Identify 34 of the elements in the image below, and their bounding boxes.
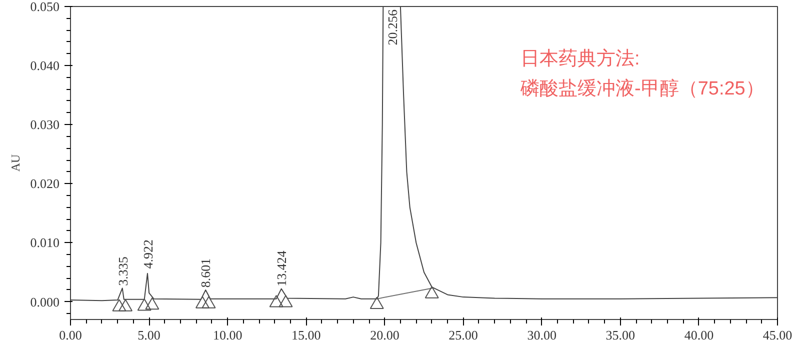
y-tick-label: 0.020 xyxy=(30,176,60,192)
y-tick-label: 0.050 xyxy=(30,0,60,14)
point xyxy=(137,298,152,311)
y-tick-label: 0.000 xyxy=(30,294,60,310)
x-tick-label: 35.00 xyxy=(606,328,636,342)
x-tick-label: 40.00 xyxy=(684,328,714,342)
x-tick-label: 45.00 xyxy=(762,328,792,342)
x-tick-label: 10.00 xyxy=(212,328,242,342)
point xyxy=(195,296,210,308)
x-tick-label: 25.00 xyxy=(448,328,478,342)
y-tick-label: 0.040 xyxy=(30,58,60,74)
annotation: 13.424 xyxy=(274,250,289,286)
x-tick-label: 30.00 xyxy=(527,328,556,342)
point xyxy=(370,296,384,309)
point xyxy=(112,299,126,312)
annotation: 4.922 xyxy=(140,239,156,269)
point xyxy=(145,297,160,310)
y-tick-label: 0.030 xyxy=(30,117,60,132)
point xyxy=(269,294,284,308)
x-tick-label: 20.00 xyxy=(370,328,400,342)
annotation: 日本药典方法: xyxy=(520,48,640,70)
annotation: 磷酸盐缓冲液-甲醇（75:25） xyxy=(520,78,764,100)
x-tick-label: 15.00 xyxy=(292,328,321,342)
point xyxy=(118,299,132,312)
point xyxy=(202,296,216,308)
y-axis-title: AU xyxy=(8,154,22,172)
annotation: 20.256 xyxy=(385,9,400,46)
annotation: 3.335 xyxy=(115,256,130,286)
x-tick-label: 5.00 xyxy=(138,328,160,342)
point xyxy=(424,286,439,298)
annotation: 8.601 xyxy=(198,258,214,288)
y-tick-label: 0.010 xyxy=(30,235,60,250)
x-tick-label: 0.00 xyxy=(59,328,82,342)
point xyxy=(278,294,293,308)
